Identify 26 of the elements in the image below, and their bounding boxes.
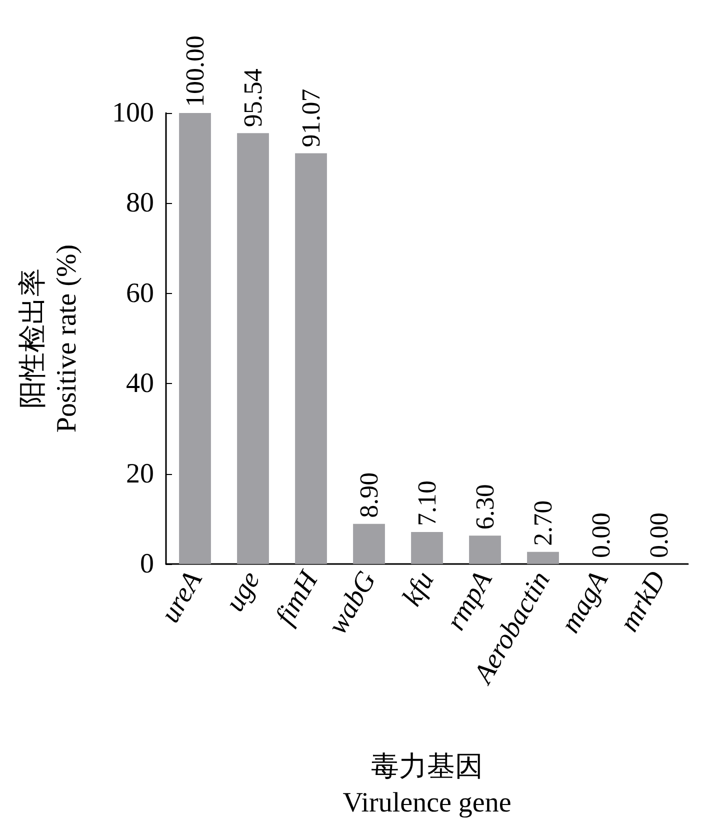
bar bbox=[411, 532, 443, 564]
data-label: 6.30 bbox=[470, 484, 500, 530]
bar bbox=[295, 153, 327, 564]
data-label: 0.00 bbox=[644, 512, 674, 558]
bar bbox=[179, 113, 211, 564]
bar bbox=[469, 536, 501, 564]
data-label: 7.10 bbox=[412, 480, 442, 526]
bar bbox=[237, 133, 269, 564]
y-tick-label: 40 bbox=[126, 368, 154, 400]
y-tick-label: 80 bbox=[126, 188, 154, 219]
y-tick-label: 0 bbox=[140, 548, 154, 580]
y-axis-title: 阳性检出率 Positive rate (%) bbox=[18, 244, 82, 433]
y-tick-label: 100 bbox=[112, 98, 154, 128]
data-label: 95.54 bbox=[238, 68, 268, 128]
data-label: 8.90 bbox=[354, 472, 384, 518]
x-axis-title: 毒力基因 Virulence gene bbox=[342, 752, 512, 818]
data-label: 2.70 bbox=[528, 500, 558, 546]
y-tick-label: 60 bbox=[126, 278, 154, 309]
data-label: 0.00 bbox=[586, 512, 616, 558]
x-tick-label: uge bbox=[219, 566, 266, 617]
data-label: 100.00 bbox=[180, 36, 210, 107]
y-tick-label: 20 bbox=[126, 458, 154, 490]
x-tick-label: kfu bbox=[396, 566, 440, 612]
bar bbox=[527, 552, 559, 564]
data-label: 91.07 bbox=[296, 88, 326, 148]
bar bbox=[353, 524, 385, 564]
